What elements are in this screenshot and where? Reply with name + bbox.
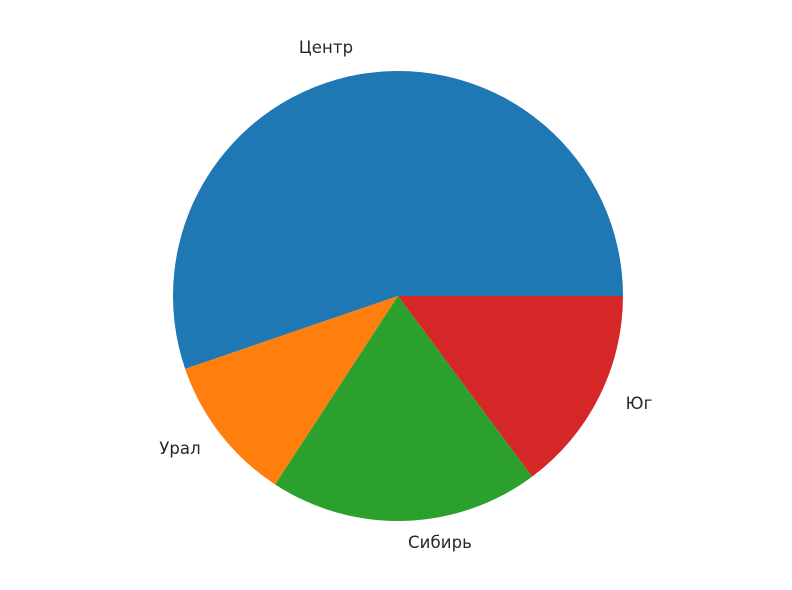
pie-slice-сибирь[interactable] xyxy=(275,296,533,522)
pie-slice-юг[interactable] xyxy=(398,296,623,477)
pie-slice-group xyxy=(173,70,623,522)
pie-slice-label-центр: Центр xyxy=(298,37,354,57)
pie-slice-label-юг: Юг xyxy=(625,393,653,413)
pie-slice-label-урал: Урал xyxy=(159,438,201,458)
pie-slice-урал[interactable] xyxy=(185,296,398,485)
pie-slice-центр[interactable] xyxy=(173,70,623,369)
pie-slice-label-сибирь: Сибирь xyxy=(408,532,472,552)
